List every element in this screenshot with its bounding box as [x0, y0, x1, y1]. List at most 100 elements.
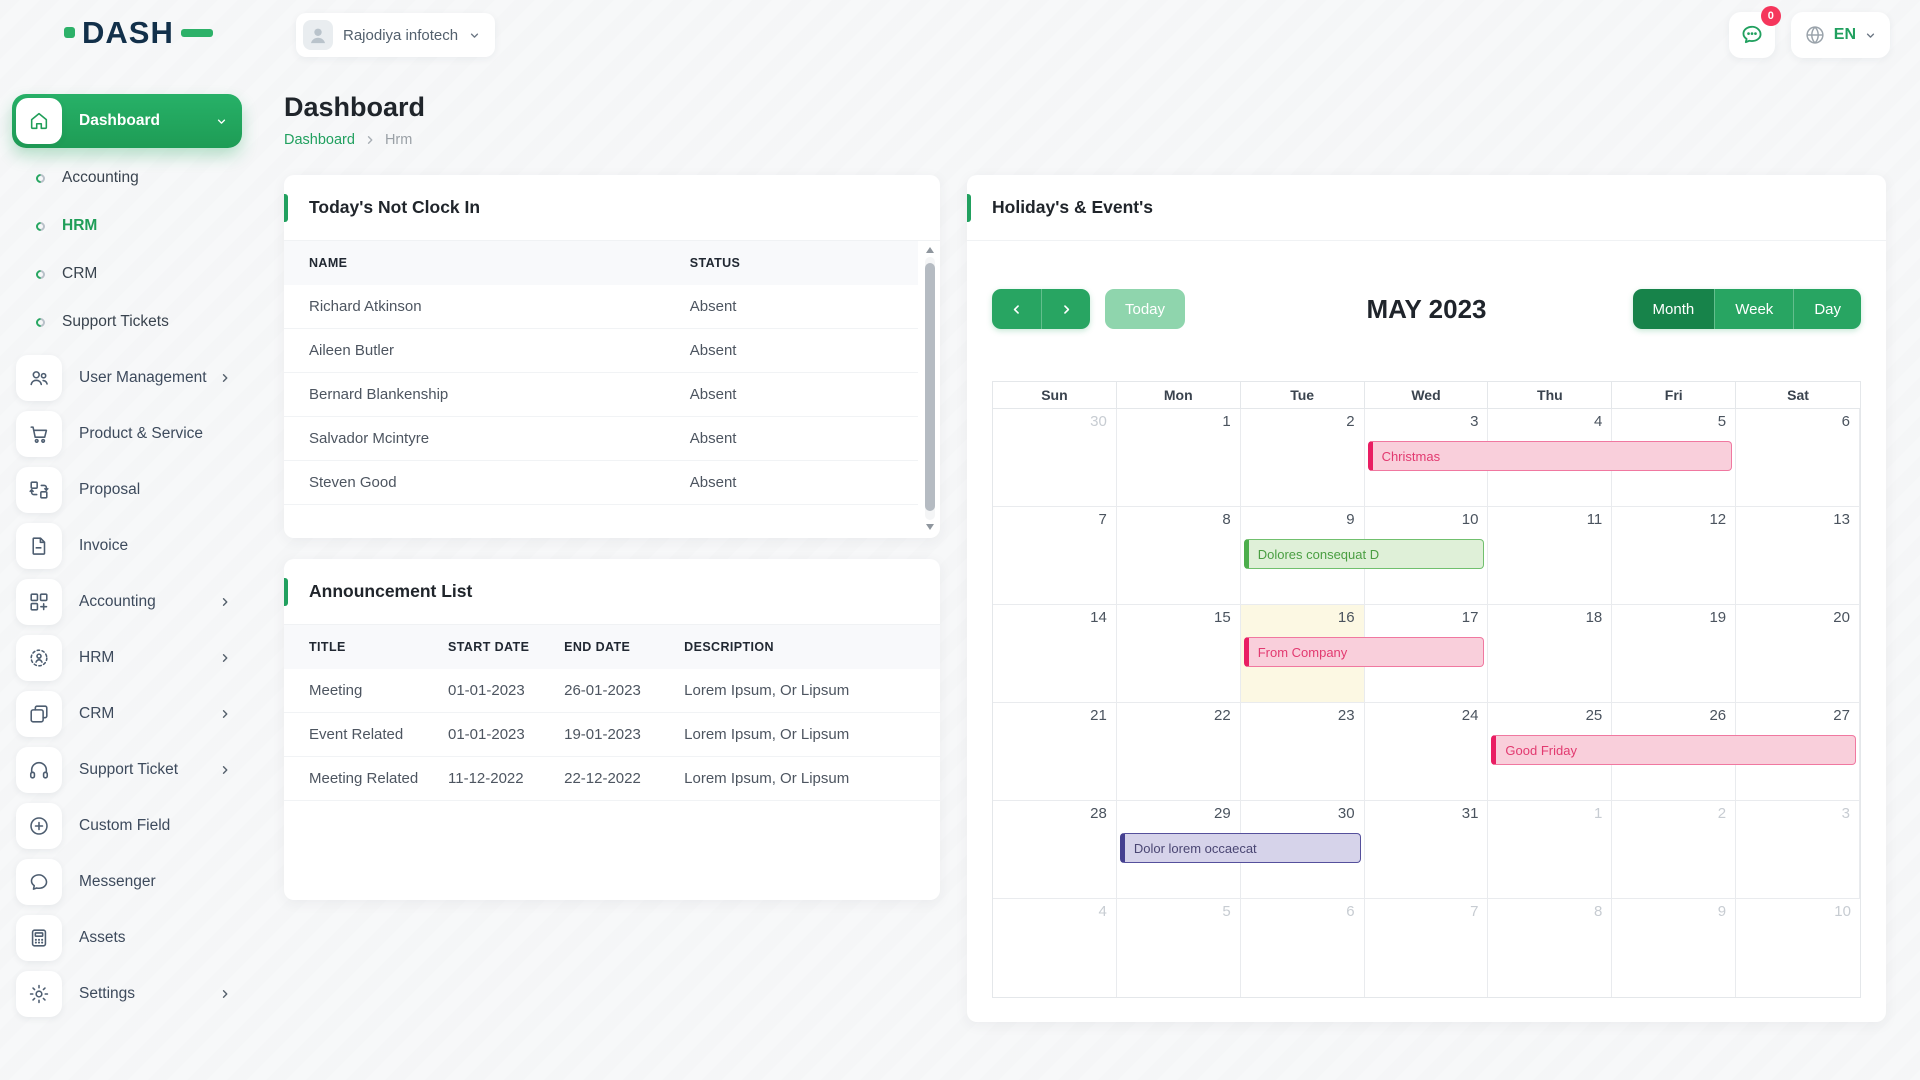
day-header: Thu: [1488, 382, 1613, 409]
calendar-day-cell[interactable]: 30: [1240, 801, 1365, 899]
sidebar-item-hrm[interactable]: HRM: [12, 630, 242, 686]
page-title: Dashboard: [284, 92, 426, 122]
calendar-day-cell[interactable]: 13: [1736, 507, 1860, 605]
language-selector[interactable]: EN: [1790, 12, 1890, 58]
calendar-day-cell[interactable]: 6: [1241, 899, 1365, 997]
bullet-icon: [34, 171, 47, 185]
accent-bar: [967, 194, 971, 222]
accent-bar: [284, 194, 288, 222]
calendar-day-cell[interactable]: 10: [1834, 903, 1851, 920]
sidebar-item-assets[interactable]: Assets: [12, 910, 242, 966]
calendar-day-cell[interactable]: 28: [993, 801, 1117, 899]
calendar-day-cell[interactable]: 7: [1365, 899, 1489, 997]
sidebar-item-settings[interactable]: Settings: [12, 966, 242, 1022]
calendar-day-cell[interactable]: 23: [1240, 703, 1365, 801]
calendar-day-cell[interactable]: 20: [1736, 605, 1860, 703]
view-week-button[interactable]: Week: [1714, 289, 1794, 329]
calendar-day-cell[interactable]: 6: [1736, 409, 1860, 507]
workspace-selector[interactable]: Rajodiya infotech: [296, 13, 496, 57]
sidebar-item-user-management[interactable]: User Management: [12, 350, 242, 406]
sidebar-subitem-accounting[interactable]: Accounting: [12, 154, 242, 202]
calendar-day-cell[interactable]: 17: [1364, 605, 1489, 703]
calendar-day-cell[interactable]: 27: [1736, 703, 1860, 801]
vertical-scrollbar[interactable]: [925, 247, 935, 530]
gear-icon: [16, 971, 62, 1017]
calendar-day-cell[interactable]: 9: [1612, 899, 1737, 997]
workspace-name: Rajodiya infotech: [343, 26, 459, 44]
sidebar-item-product-service[interactable]: Product & Service: [12, 406, 242, 462]
breadcrumb-link-dashboard[interactable]: Dashboard: [284, 132, 355, 148]
calendar-event[interactable]: From Company: [1243, 637, 1485, 667]
sidebar-subitem-support-tickets[interactable]: Support Tickets: [12, 298, 242, 346]
sidebar-item-label: CRM: [79, 705, 115, 722]
calendar-event[interactable]: Dolor lorem occaecat: [1119, 833, 1361, 863]
calendar-day-cell[interactable]: 5: [1117, 899, 1241, 997]
sidebar-subitem-label: HRM: [62, 217, 98, 234]
app-logo[interactable]: DASH: [64, 17, 213, 48]
sidebar-item-accounting[interactable]: Accounting: [12, 574, 242, 630]
chevron-down-icon: [1864, 29, 1877, 42]
calendar-day-cell[interactable]: 2: [1612, 801, 1737, 899]
calendar-day-cell[interactable]: 31: [1364, 801, 1489, 899]
calendar-day-cell[interactable]: 14: [993, 605, 1117, 703]
table-header-row: TITLE START DATE END DATE DESCRIPTION: [284, 625, 940, 669]
calendar-day-cell[interactable]: 5: [1612, 409, 1737, 507]
view-month-button[interactable]: Month: [1632, 289, 1715, 329]
sidebar-item-invoice[interactable]: Invoice: [12, 518, 242, 574]
view-day-button[interactable]: Day: [1793, 289, 1861, 329]
calendar-week-row: 21 22 23 24 25 26 27 Good Friday: [993, 703, 1860, 801]
calendar-day-cell[interactable]: 3: [1736, 801, 1860, 899]
next-month-button[interactable]: [1041, 289, 1090, 329]
calendar-day-cell[interactable]: 11: [1488, 507, 1613, 605]
calendar-week-row: 4 5 6 7 8 9 10: [993, 899, 1860, 997]
prev-month-button[interactable]: [992, 289, 1041, 329]
announcement-row: Event Related 01-01-2023 19-01-2023 Lorem I…: [284, 712, 940, 757]
messages-button[interactable]: 0: [1728, 6, 1781, 58]
sidebar-menu: User Management Product & Service Propos…: [12, 350, 242, 1022]
calendar-week-row: 30 1 2 3 4 5 6 Christmas: [993, 409, 1860, 507]
calendar-day-cell[interactable]: 22: [1116, 703, 1241, 801]
calendar-event[interactable]: Christmas: [1367, 441, 1733, 471]
sidebar-item-support-ticket[interactable]: Support Ticket: [12, 742, 242, 798]
headset-icon: [16, 747, 62, 793]
calendar-day-cell[interactable]: 1: [1116, 409, 1241, 507]
scrollbar-thumb[interactable]: [925, 263, 935, 511]
file-icon: [16, 523, 62, 569]
calendar-day-cell[interactable]: 12: [1612, 507, 1737, 605]
scroll-down-arrow-icon[interactable]: [926, 524, 934, 530]
today-button[interactable]: Today: [1105, 289, 1186, 329]
calendar-day-cell[interactable]: 4: [993, 899, 1117, 997]
calendar-event[interactable]: Dolores consequat D: [1243, 539, 1485, 569]
sidebar-item-proposal[interactable]: Proposal: [12, 462, 242, 518]
sidebar-item-dashboard[interactable]: Dashboard: [12, 94, 242, 148]
calendar-day-cell[interactable]: 15: [1116, 605, 1241, 703]
calendar-day-cell[interactable]: 1: [1488, 801, 1613, 899]
calendar-day-cell[interactable]: 24: [1364, 703, 1489, 801]
chevron-down-icon: [215, 115, 228, 128]
event-title: Good Friday: [1505, 742, 1577, 758]
chevron-right-icon: [218, 595, 232, 609]
calendar-view-switcher: Month Week Day: [1632, 289, 1861, 329]
calendar-day-cell[interactable]: 18: [1488, 605, 1613, 703]
calendar-day-cell[interactable]: 21: [993, 703, 1117, 801]
column-header: DESCRIPTION: [684, 625, 940, 669]
calendar-day-cell[interactable]: 10: [1364, 507, 1489, 605]
sidebar-item-messenger[interactable]: Messenger: [12, 854, 242, 910]
breadcrumb: Dashboard Hrm: [284, 132, 1886, 148]
calendar-day-cell[interactable]: 30: [993, 409, 1117, 507]
sidebar-item-crm[interactable]: CRM: [12, 686, 242, 742]
calendar-day-cell[interactable]: 19: [1612, 605, 1737, 703]
sidebar-subitem-hrm[interactable]: HRM: [12, 202, 242, 250]
calendar-day-cell[interactable]: 7: [993, 507, 1117, 605]
calendar-day-cell[interactable]: 8: [1488, 899, 1613, 997]
sidebar-item-custom-field[interactable]: Custom Field: [12, 798, 242, 854]
calendar-day-cell[interactable]: 8: [1116, 507, 1241, 605]
left-column: Today's Not Clock In NAME STATUS Richard A…: [284, 175, 940, 900]
sidebar-subitem-crm[interactable]: CRM: [12, 250, 242, 298]
announcement-row: Meeting Related 11-12-2022 22-12-2022 Lorem…: [284, 756, 940, 801]
announcement-table: TITLE START DATE END DATE DESCRIPTION Meetin…: [284, 625, 940, 801]
scroll-up-arrow-icon[interactable]: [926, 247, 934, 253]
sidebar-item-label: Proposal: [79, 481, 141, 498]
calendar-day-cell[interactable]: 2: [1240, 409, 1365, 507]
calendar-event[interactable]: Good Friday: [1491, 735, 1856, 765]
